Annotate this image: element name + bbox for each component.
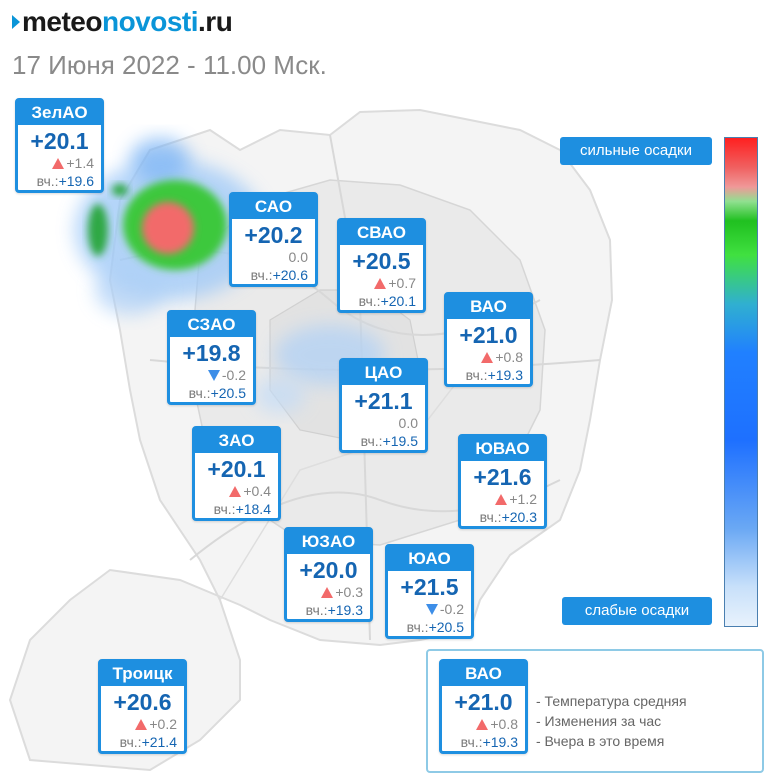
district-yesterday: вч.:+19.3 bbox=[305, 602, 363, 618]
trend-up-icon bbox=[481, 352, 494, 363]
district-change: 0.0 bbox=[398, 415, 418, 431]
district-temperature: +20.2 bbox=[244, 222, 303, 248]
trend-up-icon bbox=[495, 494, 508, 505]
district-name: ЦАО bbox=[342, 361, 425, 385]
scale-high-label: сильные осадки bbox=[560, 137, 712, 165]
district-name: ВАО bbox=[447, 295, 530, 319]
trend-up-icon bbox=[374, 278, 387, 289]
precipitation-scale-bar bbox=[724, 137, 758, 627]
district-change: 0.0 bbox=[288, 249, 308, 265]
district-change: +1.4 bbox=[18, 155, 101, 172]
district-yesterday: вч.:+19.5 bbox=[360, 433, 418, 449]
district-name: СВАО bbox=[340, 221, 423, 245]
district-change: +1.2 bbox=[461, 491, 544, 508]
district-temperature: +20.1 bbox=[30, 128, 89, 154]
legend-line-change: - Изменения за час bbox=[536, 713, 662, 729]
district-name: ЗелАО bbox=[18, 101, 101, 125]
district-change: -0.2 bbox=[388, 601, 471, 618]
district-card-svao[interactable]: СВАО +20.5 +0.7 вч.:+20.1 bbox=[337, 218, 426, 313]
district-yesterday: вч.:+19.6 bbox=[36, 173, 94, 189]
site-logo[interactable]: meteonovosti.ru bbox=[12, 6, 233, 38]
district-card-yuao[interactable]: ЮАО +21.5 -0.2 вч.:+20.5 bbox=[385, 544, 474, 639]
trend-up-icon bbox=[229, 486, 242, 497]
legend-example-card: ВАО +21.0 +0.8 вч.:+19.3 bbox=[439, 659, 528, 754]
district-temperature: +20.6 bbox=[113, 689, 172, 715]
date-time-caption: 17 Июня 2022 - 11.00 Мск. bbox=[12, 50, 327, 80]
district-temperature: +21.0 bbox=[454, 689, 513, 715]
legend-line-yesterday: - Вчера в это время bbox=[536, 733, 665, 749]
district-temperature: +21.5 bbox=[400, 574, 459, 600]
district-temperature: +20.5 bbox=[352, 248, 411, 274]
district-change: +0.8 bbox=[442, 716, 525, 733]
district-name: ЮЗАО bbox=[287, 530, 370, 554]
trend-up-icon bbox=[476, 719, 489, 730]
district-yesterday: вч.:+20.1 bbox=[358, 293, 416, 309]
district-change: +0.3 bbox=[287, 584, 370, 601]
district-name: Троицк bbox=[101, 662, 184, 686]
district-temperature: +21.0 bbox=[459, 322, 518, 348]
district-card-zelao[interactable]: ЗелАО +20.1 +1.4 вч.:+19.6 bbox=[15, 98, 104, 193]
district-temperature: +20.0 bbox=[299, 557, 358, 583]
district-card-yuzao[interactable]: ЮЗАО +20.0 +0.3 вч.:+19.3 bbox=[284, 527, 373, 622]
district-temperature: +21.6 bbox=[473, 464, 532, 490]
district-yesterday: вч.:+19.3 bbox=[465, 367, 523, 383]
district-yesterday: вч.:+19.3 bbox=[460, 734, 518, 750]
district-card-yuvao[interactable]: ЮВАО +21.6 +1.2 вч.:+20.3 bbox=[458, 434, 547, 529]
district-change: +0.4 bbox=[195, 483, 278, 500]
trend-down-icon bbox=[425, 604, 438, 615]
district-temperature: +21.1 bbox=[354, 388, 413, 414]
district-yesterday: вч.:+20.5 bbox=[406, 619, 464, 635]
district-temperature: +19.8 bbox=[182, 340, 241, 366]
district-card-troitsk[interactable]: Троицк +20.6 +0.2 вч.:+21.4 bbox=[98, 659, 187, 754]
logo-part-meteo: meteo bbox=[22, 6, 102, 37]
trend-up-icon bbox=[52, 158, 65, 169]
district-yesterday: вч.:+20.5 bbox=[188, 385, 246, 401]
district-name: ЮАО bbox=[388, 547, 471, 571]
district-yesterday: вч.:+20.6 bbox=[250, 267, 308, 283]
district-change: +0.2 bbox=[101, 716, 184, 733]
district-name: ЗАО bbox=[195, 429, 278, 453]
trend-up-icon bbox=[321, 587, 334, 598]
trend-up-icon bbox=[135, 719, 148, 730]
district-card-cao[interactable]: ЦАО +21.1 0.0 вч.:+19.5 bbox=[339, 358, 428, 453]
district-name: ЮВАО bbox=[461, 437, 544, 461]
legend-box: ВАО +21.0 +0.8 вч.:+19.3 - Температура с… bbox=[426, 649, 764, 773]
district-change: +0.7 bbox=[340, 275, 423, 292]
district-card-sao[interactable]: САО +20.2 0.0 вч.:+20.6 bbox=[229, 192, 318, 287]
district-change: +0.8 bbox=[447, 349, 530, 366]
district-temperature: +20.1 bbox=[207, 456, 266, 482]
logo-part-novosti: novosti bbox=[101, 6, 199, 37]
district-card-vao[interactable]: ВАО +21.0 +0.8 вч.:+19.3 bbox=[444, 292, 533, 387]
district-name: САО bbox=[232, 195, 315, 219]
scale-low-label: слабые осадки bbox=[562, 597, 712, 625]
district-name: СЗАО bbox=[170, 313, 253, 337]
district-card-szao[interactable]: СЗАО +19.8 -0.2 вч.:+20.5 bbox=[167, 310, 256, 405]
logo-part-domain: .ru bbox=[198, 6, 233, 37]
district-yesterday: вч.:+20.3 bbox=[479, 509, 537, 525]
district-name: ВАО bbox=[442, 662, 525, 686]
precipitation-layer bbox=[75, 138, 385, 413]
district-yesterday: вч.:+18.4 bbox=[213, 501, 271, 517]
district-change: -0.2 bbox=[170, 367, 253, 384]
trend-down-icon bbox=[207, 370, 220, 381]
district-card-zao[interactable]: ЗАО +20.1 +0.4 вч.:+18.4 bbox=[192, 426, 281, 521]
district-yesterday: вч.:+21.4 bbox=[119, 734, 177, 750]
chevron-logo-icon bbox=[12, 14, 20, 29]
legend-line-temperature: - Температура средняя bbox=[536, 693, 687, 709]
